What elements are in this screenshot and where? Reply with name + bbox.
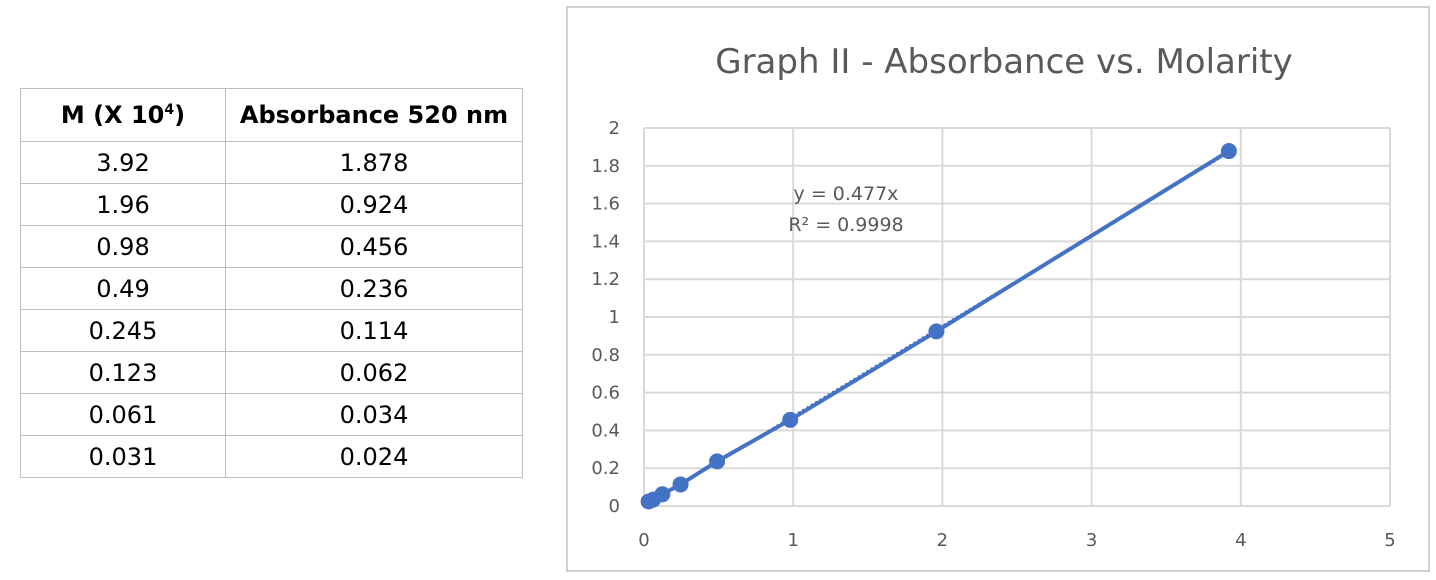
y-tick-label: 2 (609, 118, 620, 139)
cell-molarity: 0.98 (20, 225, 226, 268)
cell-absorbance: 0.034 (225, 393, 523, 436)
y-tick-label: 0.4 (591, 420, 620, 441)
table-row: 1.96 0.924 (20, 183, 523, 226)
y-tick-label: 1.4 (591, 231, 620, 252)
x-tick-label: 3 (1086, 530, 1097, 551)
data-point (672, 476, 689, 493)
data-point (640, 493, 657, 510)
header-molarity-suffix: ) (174, 101, 186, 129)
cell-absorbance: 1.878 (225, 141, 523, 184)
cell-absorbance: 0.456 (225, 225, 523, 268)
series-layer (640, 143, 1237, 510)
cell-molarity: 3.92 (20, 141, 226, 184)
data-point (782, 411, 799, 428)
y-tick-label: 0.2 (591, 458, 620, 479)
table-header-row: M (X 104) Absorbance 520 nm (20, 88, 523, 142)
cell-molarity: 0.245 (20, 309, 226, 352)
x-tick-label: 0 (638, 530, 649, 551)
header-molarity-exponent: 4 (164, 102, 175, 118)
y-tick-label: 0.6 (591, 383, 620, 404)
data-point (709, 453, 726, 470)
cell-molarity: 0.061 (20, 393, 226, 436)
table-row: 3.92 1.878 (20, 141, 523, 184)
cell-absorbance: 0.924 (225, 183, 523, 226)
trendline-equation: y = 0.477x (794, 183, 899, 205)
chart-title: Graph II - Absorbance vs. Molarity (715, 42, 1293, 82)
cell-absorbance: 0.062 (225, 351, 523, 394)
data-point (928, 323, 945, 340)
y-tick-label: 1 (609, 307, 620, 328)
trendline-r-squared: R² = 0.9998 (788, 214, 903, 236)
x-tick-label: 5 (1384, 530, 1395, 551)
data-point (1220, 143, 1237, 160)
table-row: 0.49 0.236 (20, 267, 523, 310)
table-row: 0.061 0.034 (20, 393, 523, 436)
header-molarity: M (X 104) (20, 88, 226, 142)
y-tick-label: 0.8 (591, 345, 620, 366)
cell-molarity: 1.96 (20, 183, 226, 226)
gridlines (643, 127, 1391, 507)
cell-absorbance: 0.236 (225, 267, 523, 310)
y-tick-label: 1.8 (591, 156, 620, 177)
tick-labels: 0 0.2 0.4 0.6 0.8 1 1.2 1.4 1.6 1.8 2 0 1 2 3 4 5 (591, 118, 1395, 551)
scatter-chart: Graph II - Absorbance vs. Molarity 00.20… (591, 42, 1395, 551)
y-tick-label: 1.6 (591, 194, 620, 215)
chart-area: Graph II - Absorbance vs. Molarity 0 0.2 0… (566, 6, 1430, 572)
cell-molarity: 0.123 (20, 351, 226, 394)
y-tick-label: 1.2 (591, 269, 620, 290)
table-row: 0.98 0.456 (20, 225, 523, 268)
cell-molarity: 0.49 (20, 267, 226, 310)
data-table: M (X 104) Absorbance 520 nm 3.92 1.878 1.… (20, 88, 523, 478)
x-tick-label: 4 (1235, 530, 1246, 551)
table-row: 0.031 0.024 (20, 435, 523, 478)
header-molarity-prefix: M (X 10 (60, 101, 165, 129)
cell-absorbance: 0.024 (225, 435, 523, 478)
table-row: 0.123 0.062 (20, 351, 523, 394)
cell-molarity: 0.031 (20, 435, 226, 478)
y-tick-label: 0 (609, 496, 620, 517)
x-tick-label: 1 (787, 530, 798, 551)
x-tick-label: 2 (937, 530, 948, 551)
cell-absorbance: 0.114 (225, 309, 523, 352)
header-absorbance: Absorbance 520 nm (225, 88, 523, 142)
table-row: 0.245 0.114 (20, 309, 523, 352)
